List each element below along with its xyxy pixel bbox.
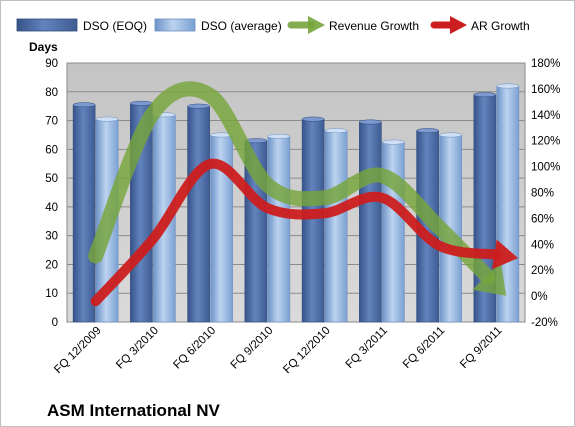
x-tick-label: FQ 12/2010 [281,325,332,376]
legend-label-dso-average: DSO (average) [201,19,282,33]
right-axis-ticks: -20% 0% 20% 40% 60% 80% 100% 120% 140% 160% 180% [531,58,560,329]
bar-cap-dso-eoq [416,128,439,134]
legend: DSO (EOQ) DSO (average) Revenue Growth A… [16,16,530,34]
legend-arrow-ar-growth [430,16,467,34]
y2-tick-label: 0% [531,291,548,303]
line-series [88,81,519,307]
bar-cap-dso-average [439,132,462,138]
bar-cap-dso-eoq [130,100,153,106]
chart-title: ASM International NV [47,401,221,420]
x-tick-label: FQ 6/2011 [401,325,447,371]
y2-tick-label: 40% [531,239,554,251]
x-axis-ticks: FQ 12/2009 FQ 3/2010 FQ 6/2010 FQ 9/2010 FQ … [52,325,504,376]
left-axis-ticks: 0 10 20 30 40 50 60 70 80 90 [45,58,58,329]
x-tick-label: FQ 9/2011 [458,325,504,371]
y-tick-label: 70 [45,116,58,128]
bar-dso-eoq [359,121,382,323]
y2-tick-label: 80% [531,188,554,200]
x-tick-label: FQ 9/2010 [229,325,276,372]
x-tick-label: FQ 6/2010 [171,325,218,372]
y2-tick-label: 20% [531,265,554,277]
y-tick-label: 0 [52,317,58,329]
bar-cap-dso-eoq [72,102,96,108]
bar-cap-dso-average [95,116,119,122]
y-tick-label: 40 [45,202,58,214]
bar-dso-eoq [187,105,210,323]
bar-cap-dso-average [267,133,291,139]
y2-tick-label: 160% [531,84,560,96]
bar-cap-dso-average [496,83,520,89]
bar-cap-dso-eoq [187,103,210,109]
bar-cap-dso-eoq [359,119,382,125]
y-tick-label: 60 [45,144,58,156]
bar-cap-dso-eoq [301,116,325,122]
legend-label-revenue-growth: Revenue Growth [329,19,419,33]
y-tick-label: 80 [45,87,58,99]
legend-label-dso-eoq: DSO (EOQ) [83,19,147,33]
y2-tick-label: -20% [531,317,558,329]
y-tick-label: 50 [45,173,58,185]
x-tick-label: FQ 12/2009 [52,325,103,376]
y2-tick-label: 140% [531,110,560,122]
y-axis-title: Days [29,40,58,54]
x-tick-label: FQ 3/2011 [344,325,390,371]
bar-cap-dso-average [324,128,348,134]
legend-swatch-dso-average [154,18,196,32]
y2-tick-label: 100% [531,162,560,174]
y2-tick-label: 60% [531,213,554,225]
legend-arrow-revenue-growth [287,16,325,34]
y-tick-label: 30 [45,231,58,243]
legend-label-ar-growth: AR Growth [471,19,530,33]
line-revenue-growth [88,81,496,285]
y-tick-label: 20 [45,259,58,271]
bar-cap-dso-average [382,139,405,145]
legend-swatch-dso-eoq [16,18,78,32]
bar-dso-average [267,136,291,323]
y2-tick-label: 120% [531,136,560,148]
bar-dso-eoq [72,104,96,323]
arrowhead-revenue-growth [472,261,507,296]
bar-cap-dso-eoq [473,92,497,98]
x-tick-label: FQ 3/2010 [114,325,161,372]
line-ar-growth [90,158,502,307]
y-tick-label: 10 [45,288,58,300]
y2-tick-label: 180% [531,58,560,70]
y-tick-label: 90 [45,58,58,70]
arrowhead-ar-growth [492,239,519,270]
bar-dso-eoq [301,118,325,323]
bar-dso-average [324,130,348,323]
